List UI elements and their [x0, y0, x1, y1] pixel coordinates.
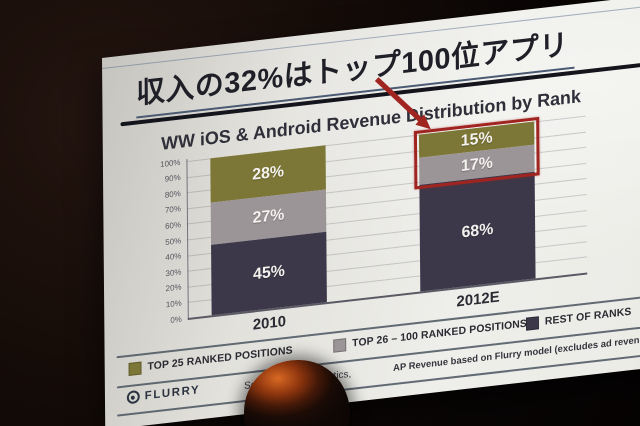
y-axis-tick-label: 90%: [164, 172, 181, 184]
y-axis-tick-label: 80%: [164, 188, 181, 200]
y-axis-tick-label: 60%: [165, 219, 182, 231]
y-axis-tick-label: 20%: [165, 282, 182, 294]
y-axis-tick-label: 0%: [170, 314, 182, 325]
bar-segment-value: 45%: [252, 262, 285, 284]
bar-segment: 68%: [419, 171, 536, 292]
legend-swatch: [128, 360, 142, 376]
y-axis-tick-label: 30%: [165, 267, 182, 278]
legend-swatch: [333, 337, 347, 353]
bar-segment-value: 68%: [461, 220, 494, 242]
bar-segment: 45%: [211, 231, 327, 316]
bar-segment-value: 28%: [252, 162, 285, 184]
flurry-logo-icon: [126, 389, 140, 405]
bar-segment-value: 27%: [252, 206, 285, 227]
y-axis-tick-label: 100%: [160, 157, 181, 169]
y-axis-tick-label: 10%: [165, 298, 182, 310]
legend-swatch: [525, 315, 539, 331]
projected-slide: 収入の32%はトップ100位アプリ WW iOS & Android Reven…: [102, 0, 640, 426]
y-axis-tick-label: 40%: [165, 251, 182, 263]
y-axis-tick-label: 70%: [164, 204, 181, 216]
y-axis-tick-label: 50%: [165, 235, 182, 247]
